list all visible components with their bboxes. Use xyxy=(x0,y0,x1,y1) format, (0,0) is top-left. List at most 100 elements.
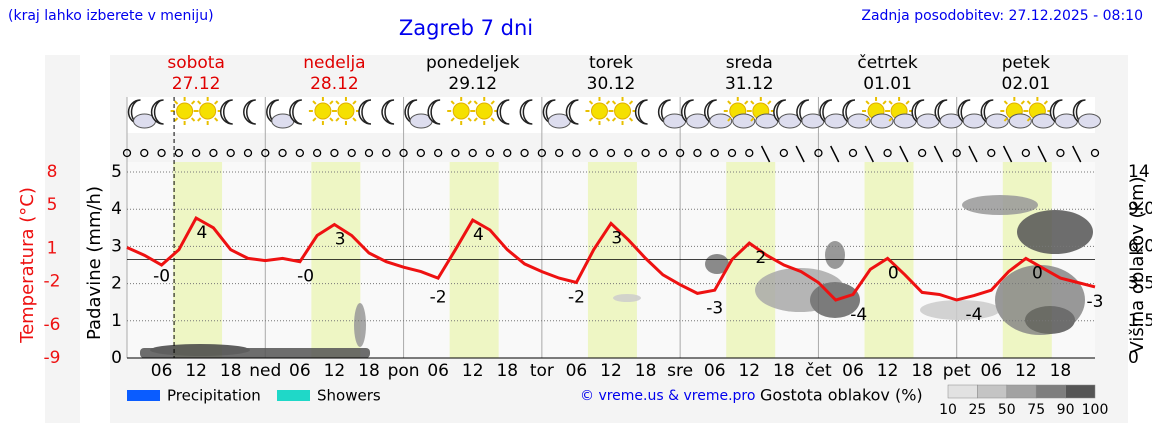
x-tick-label: 12 xyxy=(462,361,484,381)
daylight-band xyxy=(173,162,223,358)
cloud-blob xyxy=(613,294,641,302)
weather-icon xyxy=(1023,97,1055,129)
day-date: 02.01 xyxy=(1002,74,1051,94)
sun-ray xyxy=(1003,117,1008,122)
y2-tick-label: 9.0 xyxy=(1128,199,1152,219)
sun-ray xyxy=(888,117,893,122)
day-date: 27.12 xyxy=(172,74,221,94)
sun-ray xyxy=(490,100,495,105)
wind-calm xyxy=(1021,148,1031,158)
wind-calm xyxy=(952,148,961,158)
weather-icon xyxy=(308,97,337,125)
wind-calm xyxy=(1056,148,1065,158)
temperature-tick-label: 1 xyxy=(47,239,58,259)
wind-calm xyxy=(468,148,477,158)
temperature-tick-label: 5 xyxy=(47,195,58,215)
moon xyxy=(289,99,302,125)
moon xyxy=(519,99,533,125)
sun-ray xyxy=(628,117,634,122)
wind-calm xyxy=(278,148,287,158)
sun-ray xyxy=(174,100,179,105)
legend-label: Showers xyxy=(317,387,381,405)
weather-icon xyxy=(358,99,372,125)
wind-calm xyxy=(745,148,754,158)
wind-barb xyxy=(1002,145,1013,163)
temperature-label: -0 xyxy=(297,267,314,287)
weather-icon xyxy=(170,97,199,125)
left-panel xyxy=(45,55,80,423)
temperature-label: -3 xyxy=(706,298,723,318)
weather-icon xyxy=(680,99,710,129)
wind-calm xyxy=(399,148,408,158)
wind-calm xyxy=(1090,148,1100,158)
cloud-blob xyxy=(962,195,1038,215)
temperature-tick-label: 8 xyxy=(47,162,58,182)
wind-calm xyxy=(451,148,460,158)
wind-calm xyxy=(209,148,218,158)
weather-icon xyxy=(634,99,648,125)
wind-calm xyxy=(624,148,633,158)
y-tick-label: 1 xyxy=(111,311,122,331)
cloud-legend-swatch xyxy=(1065,384,1096,399)
cloud-legend-swatch xyxy=(977,384,1008,399)
x-tick-label: 12 xyxy=(877,361,899,381)
day-name: torek xyxy=(589,53,633,73)
sun-ray xyxy=(312,100,317,105)
sun-ray xyxy=(214,117,219,122)
sun-ray xyxy=(312,117,317,122)
cloud xyxy=(847,113,871,129)
weather-icon xyxy=(585,97,614,125)
x-tick-label: 06 xyxy=(842,361,864,381)
sun-ray xyxy=(335,100,340,105)
weather-icon xyxy=(796,99,825,129)
cloud-blob xyxy=(354,303,366,347)
x-tick-label: pet xyxy=(943,361,971,381)
x-tick-label: 18 xyxy=(496,361,518,381)
sun-ray xyxy=(727,100,732,105)
sun-ray xyxy=(744,100,749,105)
x-tick-label: 12 xyxy=(600,361,622,381)
sun xyxy=(590,102,608,120)
x-tick-label: 18 xyxy=(635,361,657,381)
wind-calm xyxy=(191,148,201,158)
sun xyxy=(199,102,217,120)
credit: © vreme.us & vreme.pro xyxy=(580,388,755,404)
sun-ray xyxy=(865,117,870,122)
day-date: 01.01 xyxy=(863,74,912,94)
sun-ray xyxy=(750,117,755,122)
weather-icon xyxy=(842,99,871,129)
wind-calm xyxy=(883,148,892,158)
cloud-legend-level: 10 xyxy=(939,402,957,418)
weather-icon xyxy=(911,99,940,129)
temperature-label: 0 xyxy=(888,263,899,283)
wind-barb xyxy=(968,145,978,163)
legend-label: Precipitation xyxy=(167,387,261,405)
temperature-tick-label: -9 xyxy=(44,348,61,368)
cloud-legend-level: 50 xyxy=(998,402,1016,418)
x-tick-label: 12 xyxy=(1015,361,1037,381)
temperature-label: -2 xyxy=(568,288,585,308)
sun-ray xyxy=(190,117,196,122)
wind-calm xyxy=(312,148,322,158)
temperature-label: -4 xyxy=(966,305,983,325)
day-date: 29.12 xyxy=(448,74,497,94)
sun-ray xyxy=(628,100,634,105)
sun-ray xyxy=(1043,100,1048,105)
x-tick-label: čet xyxy=(805,361,832,381)
weather-icon xyxy=(957,99,986,129)
sun xyxy=(452,102,470,120)
wind-calm xyxy=(641,148,650,158)
y2-tick-label: 0 xyxy=(1128,348,1139,368)
weather-icon xyxy=(1000,97,1032,129)
day-date: 30.12 xyxy=(587,74,636,94)
sun xyxy=(314,102,332,120)
x-tick-label: 06 xyxy=(427,361,449,381)
sun-ray xyxy=(1026,100,1032,105)
temperature-tick-label: -2 xyxy=(44,271,61,291)
day-name: nedelja xyxy=(303,53,365,73)
updated: Zadnja posodobitev: 27.12.2025 - 08:10 xyxy=(861,8,1143,24)
x-tick-label: 06 xyxy=(566,361,588,381)
legend-swatch xyxy=(277,390,310,401)
temperature-tick-label: -6 xyxy=(44,315,61,335)
wind-barb xyxy=(899,145,909,163)
